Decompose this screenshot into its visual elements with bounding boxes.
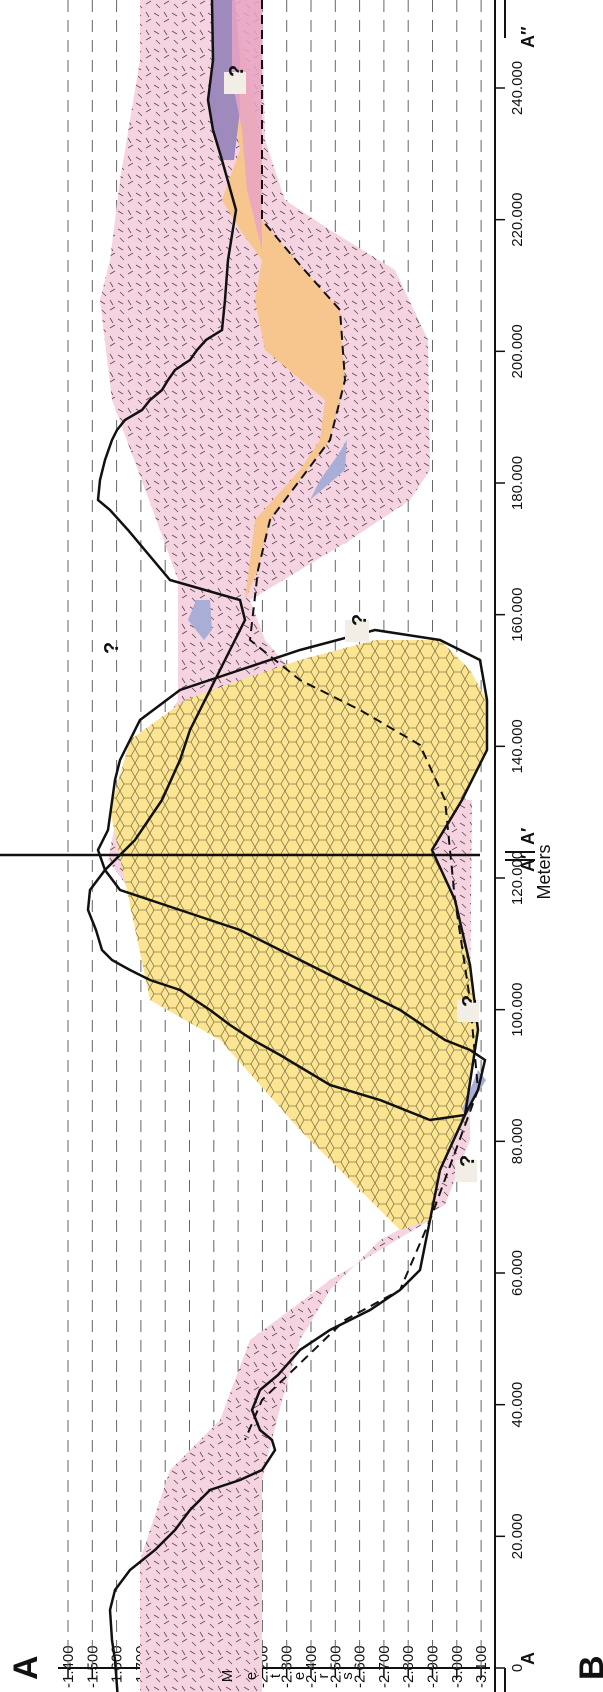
svg-text:?: ? [349, 614, 371, 626]
x-axis-title: Meters [534, 844, 554, 899]
y-axis-title-letter: e [243, 1672, 260, 1680]
depth-axis: -1.400-1.500-1.600-1.700-1.800-1.900-2.0… [58, 1645, 490, 1688]
distance-tick-label: 140.000 [509, 719, 526, 773]
y-axis-title-letter: e [291, 1672, 308, 1680]
distance-tick-label: 20.000 [509, 1513, 526, 1559]
distance-tick-label: 180.000 [509, 456, 526, 510]
surface-profile-line [86, 0, 489, 1692]
distance-tick-label: 240.000 [509, 61, 526, 115]
depth-gridlines [67, 0, 482, 1668]
section-label-right-end: A″ [518, 26, 538, 48]
y-axis-title-letter: M [219, 1670, 236, 1683]
panel-label-a: A [7, 1655, 45, 1680]
panel-label-b: B [573, 1655, 603, 1680]
distance-tick-label: 0 [509, 1664, 526, 1672]
y-axis-title-letter: r [315, 1674, 332, 1679]
distance-tick-label: 80.000 [509, 1118, 526, 1164]
thin-blue-unit-lower [310, 440, 347, 500]
distance-tick-label: 220.000 [509, 193, 526, 247]
distance-tick-label: 60.000 [509, 1250, 526, 1296]
distance-tick-label: 100.000 [509, 983, 526, 1037]
question-mark-2: ? [345, 614, 371, 642]
svg-text:?: ? [459, 995, 481, 1007]
distance-tick-label: 160.000 [509, 588, 526, 642]
uncertainty-marks: ? ? ? ? ? [101, 65, 481, 1182]
section-label-right-start: A′ [518, 828, 538, 845]
thin-blue-unit-upper [188, 600, 212, 640]
svg-text:?: ? [101, 642, 123, 654]
question-mark-3: ? [101, 642, 123, 654]
sediment-unit-hex-texture [110, 640, 487, 1230]
section-label-left-start: A [518, 1652, 538, 1665]
section-label-group: A A′ A′ A″ [504, 0, 538, 1692]
distance-axis: 0 20.000 40.000 60.000 80.000 100.000 120.000 1… [495, 61, 526, 1672]
pink-layer-unit [232, 0, 262, 250]
distance-tick-label: 40.000 [509, 1382, 526, 1428]
question-mark-4: ? [455, 1155, 479, 1182]
question-mark-5: ? [457, 995, 481, 1022]
question-mark-1: ? [224, 65, 248, 94]
svg-text:?: ? [457, 1155, 479, 1167]
svg-text:?: ? [226, 65, 248, 77]
geologic-units [100, 0, 487, 1692]
distance-tick-label: 200.000 [509, 324, 526, 378]
distance-tick-label: 120.000 [509, 851, 526, 905]
y-axis-title-letter: t [267, 1673, 284, 1678]
y-axis-title-letter: s [339, 1672, 356, 1680]
